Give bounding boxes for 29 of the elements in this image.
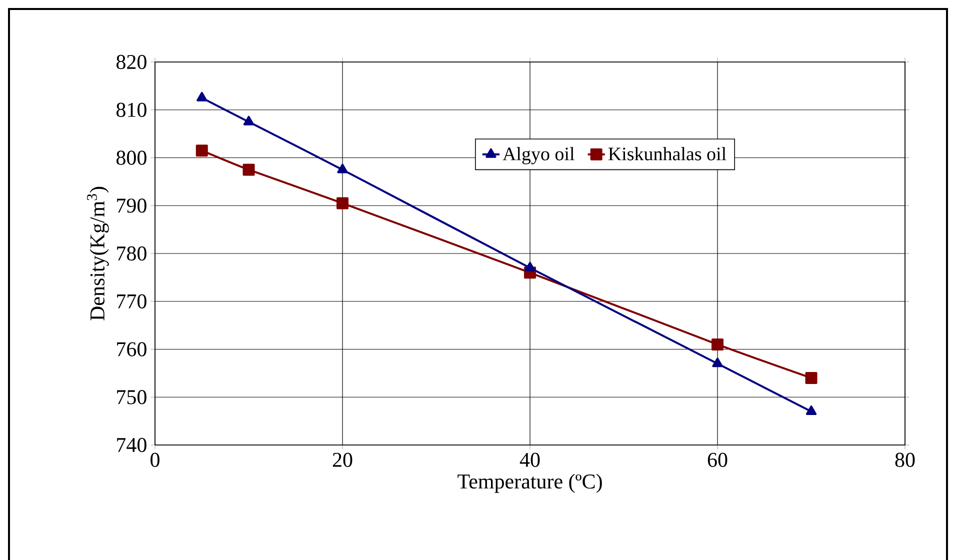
x-tick-label: 20 <box>332 452 352 467</box>
point <box>196 92 208 102</box>
point <box>337 164 348 174</box>
x-tick-label: 40 <box>520 452 540 467</box>
point <box>805 372 818 384</box>
y-tick-label: 760 <box>117 342 146 356</box>
y-tick-label: 740 <box>117 438 146 452</box>
point <box>806 405 817 415</box>
point <box>336 197 349 210</box>
point <box>712 358 723 368</box>
point <box>243 116 254 126</box>
legend-label: Algyo oil <box>502 147 574 164</box>
point <box>196 144 208 157</box>
y-tick-label: 800 <box>116 150 146 165</box>
y-axis-title: Density(Kg/m$^{3}$) <box>87 186 109 320</box>
x-axis-title: Temperature (ºC) <box>458 474 602 493</box>
legend-label: Kiskunhalas oil <box>608 147 726 160</box>
x-tick-label: 80 <box>895 452 915 467</box>
x-tick-label: 60 <box>708 452 728 467</box>
point <box>712 338 724 350</box>
point <box>524 262 536 272</box>
y-tick-label: 820 <box>116 54 146 70</box>
y-tick-label: 790 <box>117 198 146 213</box>
y-tick-label: 750 <box>117 390 146 404</box>
y-tick-label: 810 <box>116 102 146 117</box>
point <box>242 164 255 176</box>
y-tick-label: 770 <box>117 294 146 308</box>
y-tick-label: 780 <box>117 246 146 261</box>
x-tick-label: 0 <box>150 452 160 467</box>
